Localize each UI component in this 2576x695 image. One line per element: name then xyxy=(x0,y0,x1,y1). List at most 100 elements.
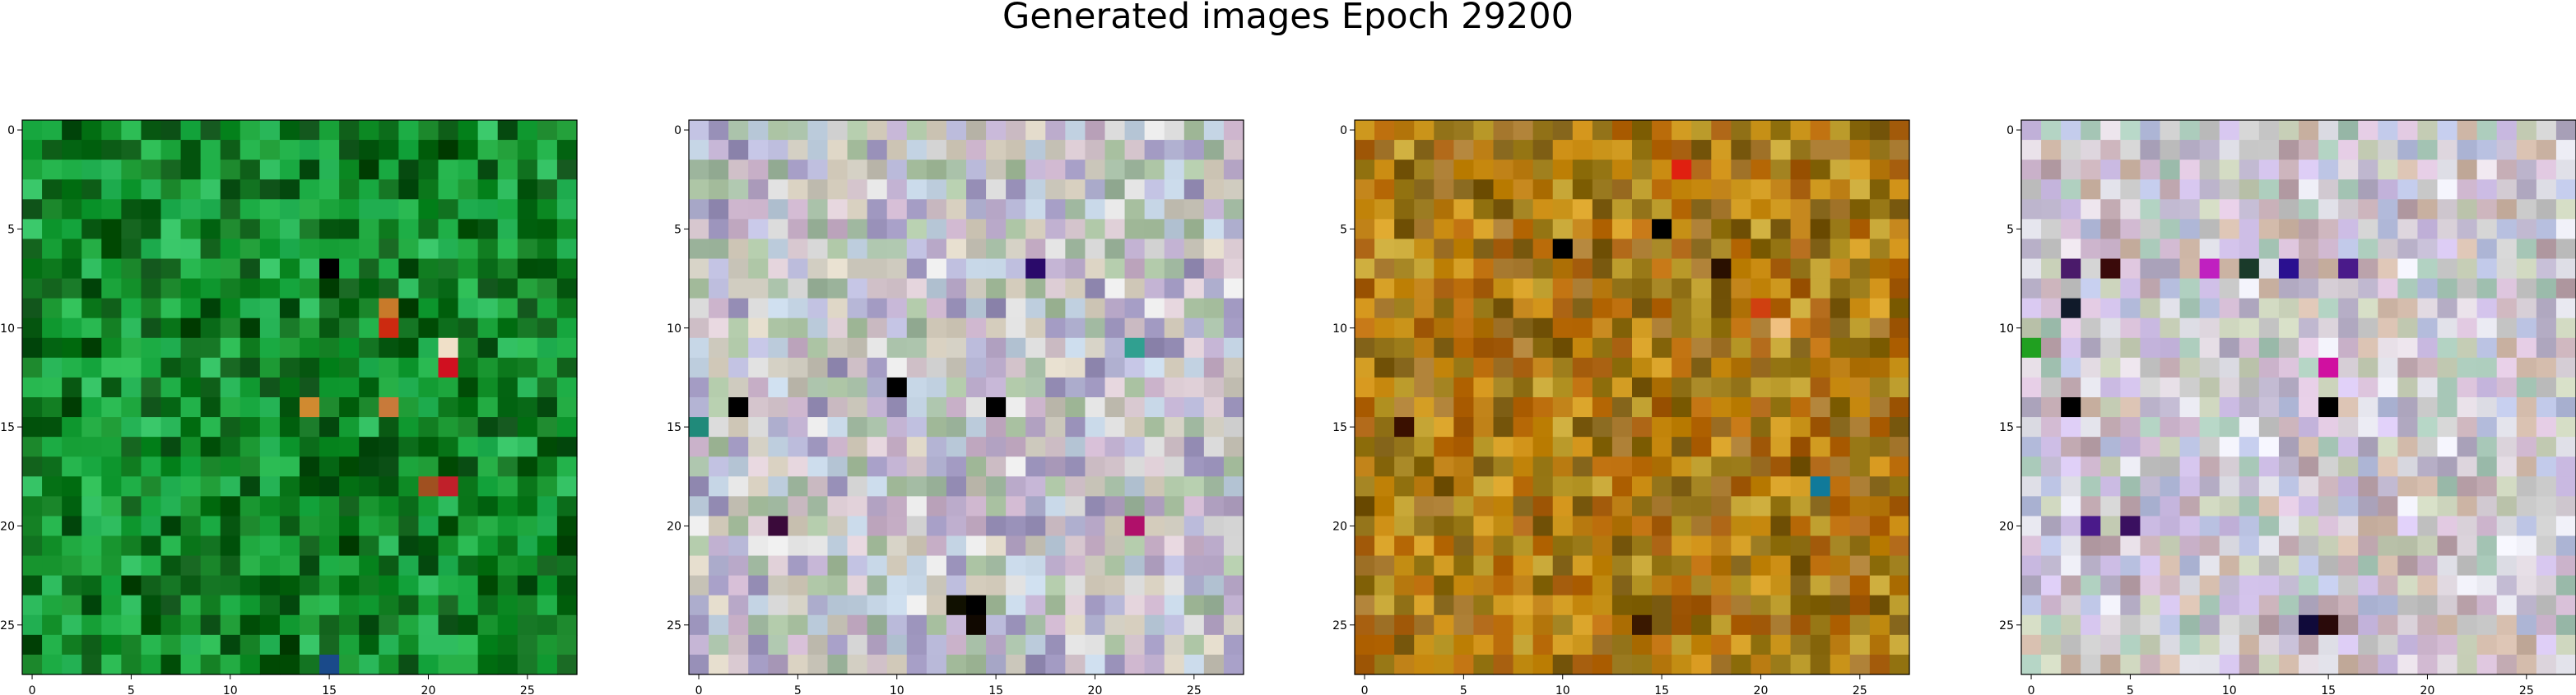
pixel-cell xyxy=(2220,299,2240,319)
pixel-cell xyxy=(1006,179,1026,200)
pixel-cell xyxy=(1533,160,1554,180)
pixel-cell xyxy=(1652,456,1672,477)
pixel-cell xyxy=(1105,140,1126,160)
pixel-cell xyxy=(1573,655,1593,675)
pixel-cell xyxy=(2318,338,2339,359)
pixel-cell xyxy=(478,516,499,536)
pixel-cell xyxy=(1145,299,1165,319)
pixel-cell xyxy=(1473,476,1494,497)
pixel-cell xyxy=(887,476,908,497)
pixel-cell xyxy=(768,437,788,457)
pixel-cell xyxy=(2180,120,2201,141)
pixel-cell xyxy=(1355,437,1375,457)
pixel-cell xyxy=(300,239,320,259)
pixel-cell xyxy=(161,595,182,616)
pixel-cell xyxy=(867,476,888,497)
pixel-cell xyxy=(728,536,749,557)
pixel-cell xyxy=(537,239,558,259)
pixel-cell xyxy=(1374,219,1395,239)
pixel-cell xyxy=(2497,516,2518,536)
pixel-cell xyxy=(1165,417,1185,438)
pixel-cell xyxy=(1105,437,1126,457)
pixel-cell xyxy=(1065,397,1086,418)
pixel-cell xyxy=(1711,397,1732,418)
pixel-cell xyxy=(1165,397,1185,418)
pixel-cell xyxy=(2140,199,2160,220)
pixel-cell xyxy=(359,239,379,259)
pixel-cell xyxy=(398,338,419,359)
pixel-cell xyxy=(1553,456,1574,477)
pixel-cell xyxy=(1184,456,1205,477)
pixel-cell xyxy=(788,199,808,220)
pixel-cell xyxy=(689,397,709,418)
pixel-cell xyxy=(1890,179,1910,200)
pixel-cell xyxy=(709,239,729,259)
pixel-cell xyxy=(828,595,849,616)
pixel-cell xyxy=(2200,476,2220,497)
pixel-cell xyxy=(518,635,538,656)
pixel-cell xyxy=(1751,437,1771,457)
pixel-cell xyxy=(518,595,538,616)
pixel-cell xyxy=(537,120,558,141)
pixel-cell xyxy=(1434,160,1454,180)
pixel-cell xyxy=(2338,595,2359,616)
pixel-cell xyxy=(907,279,928,299)
pixel-cell xyxy=(2497,239,2518,259)
pixel-cell xyxy=(300,279,320,299)
pixel-cell xyxy=(2160,120,2181,141)
pixel-cell xyxy=(1025,595,1046,616)
pixel-cell xyxy=(2160,456,2181,477)
pixel-cell xyxy=(260,635,281,656)
pixel-cell xyxy=(2041,437,2062,457)
pixel-cell xyxy=(478,120,499,141)
pixel-cell xyxy=(2438,120,2458,141)
pixel-cell xyxy=(2140,417,2160,438)
pixel-cell xyxy=(907,615,928,636)
pixel-cell xyxy=(2417,259,2438,280)
pixel-cell xyxy=(1145,516,1165,536)
pixel-cell xyxy=(81,437,102,457)
pixel-cell xyxy=(927,279,947,299)
pixel-cell xyxy=(848,318,868,339)
pixel-cell xyxy=(280,140,300,160)
pixel-cell xyxy=(1025,179,1046,200)
pixel-cell xyxy=(2239,536,2260,557)
pixel-cell xyxy=(1612,635,1633,656)
pixel-cell xyxy=(557,516,578,536)
pixel-cell xyxy=(1355,358,1375,378)
pixel-cell xyxy=(1204,476,1225,497)
pixel-cell xyxy=(62,516,82,536)
pixel-cell xyxy=(518,615,538,636)
pixel-cell xyxy=(2457,358,2478,378)
pixel-cell xyxy=(1593,417,1613,438)
pixel-cell xyxy=(1652,318,1672,339)
pixel-cell xyxy=(1025,417,1046,438)
pixel-cell xyxy=(1184,239,1205,259)
pixel-cell xyxy=(221,199,241,220)
pixel-cell xyxy=(867,496,888,517)
pixel-cell xyxy=(141,279,161,299)
pixel-cell xyxy=(1065,556,1086,577)
pixel-cell xyxy=(22,160,43,180)
pixel-cell xyxy=(1672,179,1692,200)
pixel-cell xyxy=(1731,516,1751,536)
pixel-cell xyxy=(339,456,360,477)
pixel-cell xyxy=(1691,338,1712,359)
pixel-cell xyxy=(887,456,908,477)
pixel-cell xyxy=(807,378,828,398)
pixel-cell xyxy=(728,576,749,596)
pixel-cell xyxy=(2279,476,2299,497)
pixel-cell xyxy=(2338,239,2359,259)
pixel-cell xyxy=(161,279,182,299)
pixel-cell xyxy=(1632,259,1653,280)
pixel-cell xyxy=(1374,536,1395,557)
pixel-cell xyxy=(2061,160,2081,180)
pixel-cell xyxy=(1672,239,1692,259)
pixel-cell xyxy=(181,279,202,299)
pixel-cell xyxy=(1751,199,1771,220)
pixel-cell xyxy=(141,496,161,517)
pixel-cell xyxy=(1652,120,1672,141)
pixel-cell xyxy=(2477,496,2498,517)
pixel-cell xyxy=(807,259,828,280)
pixel-cell xyxy=(1751,397,1771,418)
